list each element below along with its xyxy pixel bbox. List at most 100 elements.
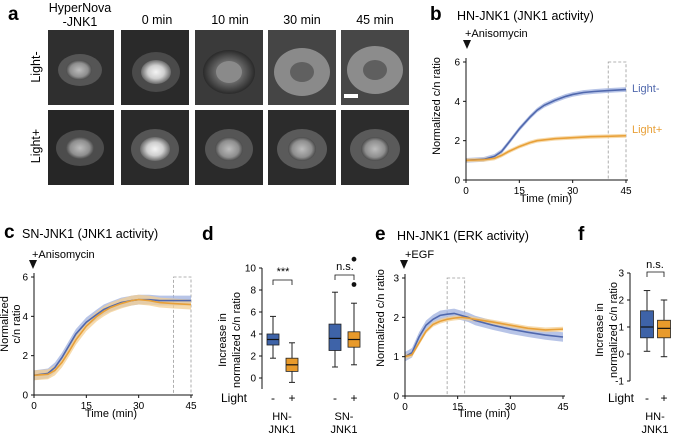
series-line-light [465,134,627,162]
y-tick-label: 6 [250,308,256,319]
panel-d-sign-1: + [288,391,295,405]
micrograph-light-plus-45min [341,110,409,185]
panel-a-header-line1: HyperNova [49,1,112,15]
y-tick-label: 4 [454,97,460,108]
series-line-light [33,298,192,377]
panel-d-ylabel-line2: normalized c/n ratio [231,292,243,388]
micrograph-light-plus-30min [268,110,336,185]
panel-b-legend-light-plus: Light+ [632,124,662,136]
panel-e-title: HN-JNK1 (ERK activity) [397,229,529,243]
scale-bar [344,94,358,98]
panel-a-label: a [8,4,19,25]
panel-e-xlabel: Time (min) [458,408,510,420]
y-tick-label: 3 [618,269,624,280]
panel-f-ylabel-line1: Increase in [594,303,606,357]
panel-e-stimulus-arrow [400,260,408,269]
panel-f-light-label: Light [608,391,635,405]
y-tick-label: 0 [250,374,256,385]
highlight-window [173,276,192,396]
panel-b-title: HN-JNK1 (JNK1 activity) [457,9,594,23]
y-tick-label: 4 [22,312,28,323]
y-tick-label: 0 [618,350,624,361]
box-hnjnk1-light-plus [657,319,671,339]
panel-d-sign-3: + [350,391,357,405]
y-tick-label: 1 [393,352,399,363]
y-tick-label: 0 [454,176,460,187]
panel-a-time-label-0: 0 min [142,13,173,27]
y-tick-label: 10 [245,264,257,275]
panel-c-chart: 0 2 4 6 0 15 30 45 [22,273,197,413]
panel-a-time-label-3: 45 min [356,13,394,27]
micrograph-light-minus-30min [268,30,336,105]
x-tick-label: 45 [620,186,632,197]
micrograph-light-plus-10min [195,110,263,185]
micrograph-light-minus-0min [121,30,189,105]
highlight-window [446,277,466,397]
series-band-light [466,87,626,163]
significance-bracket [272,279,293,285]
y-tick-label: 4 [250,330,256,341]
y-tick-label: 3 [393,274,399,285]
x-tick-label: 15 [452,402,464,413]
y-tick-label: 2 [618,296,624,307]
x-tick-label: 30 [567,186,579,197]
micrograph-light-plus-0min [121,110,189,185]
box-snjnk1-light-plus-outlier [351,282,357,287]
box-snjnk1-light-plus-outlier [351,256,357,262]
panel-b-xlabel: Time (min) [520,193,572,205]
box-snjnk1-light-minus [328,323,342,351]
panel-c-xlabel: Time (min) [85,408,137,420]
x-tick-label: 0 [402,402,408,413]
panel-d-significance-sn: n.s. [336,261,354,273]
panel-b-chart: 0 2 4 6 0 15 30 45 [454,58,632,198]
panel-b-stimulus: +Anisomycin [465,28,528,40]
series-band-light [405,314,563,360]
micrograph-light-plus-baseline [48,110,114,185]
box-hnjnk1-light-minus [640,310,654,339]
y-tick-label: 0 [393,392,399,403]
panel-d-group-hn-line2: JNK1 [269,424,296,436]
panel-f-label: f [578,224,585,245]
x-tick-label: 0 [463,186,469,197]
panel-b-label: b [430,4,442,25]
panel-b-stimulus-arrow [463,40,471,49]
panel-f-ylabel-line2: normalized c/n ratio [608,282,620,378]
panel-e-ylabel: Normalized c/n ratio [375,269,387,367]
panel-f-sign-0: - [645,391,649,405]
panel-d-group-sn-line1: SN- [335,411,354,423]
y-tick-label: 2 [22,351,28,362]
panel-c-label: c [4,222,15,243]
y-tick-label: 2 [250,352,256,363]
significance-bracket [334,274,355,280]
series-line-light [404,312,564,358]
y-tick-label: 2 [454,136,460,147]
panel-f-group-line1: HN- [645,411,665,423]
panel-d-sign-0: - [271,391,275,405]
panel-b-legend-light-minus: Light- [632,83,660,95]
series-line-light [33,298,191,377]
panel-a-time-label-2: 30 min [283,13,321,27]
y-tick-label: 1 [618,323,624,334]
y-tick-label: 6 [22,273,28,284]
panel-d-group-sn-line2: JNK1 [331,424,358,436]
series-line-light [465,88,627,162]
panel-f-group-line2: JNK1 [642,424,669,436]
micrograph-light-minus-baseline [48,30,114,105]
panel-c-ylabel-line2: c/n ratio [11,304,23,343]
x-tick-label: 15 [514,186,526,197]
x-tick-label: 30 [505,402,517,413]
panel-a-header-line2: -JNK1 [63,15,98,29]
panel-d-label: d [202,224,214,245]
panel-d-group-hn-line1: HN- [272,411,292,423]
micrograph-light-minus-10min [195,30,263,105]
panel-c-stimulus-arrow [29,260,37,269]
panel-c-stimulus: +Anisomycin [32,249,95,261]
y-tick-label: 8 [250,286,256,297]
panel-a-row-label-light-minus: Light- [29,51,43,82]
x-tick-label: 0 [31,401,37,412]
significance-bracket [646,271,665,277]
panel-f-chart: -1 0 1 2 3 [615,269,671,388]
x-tick-label: 45 [557,402,569,413]
